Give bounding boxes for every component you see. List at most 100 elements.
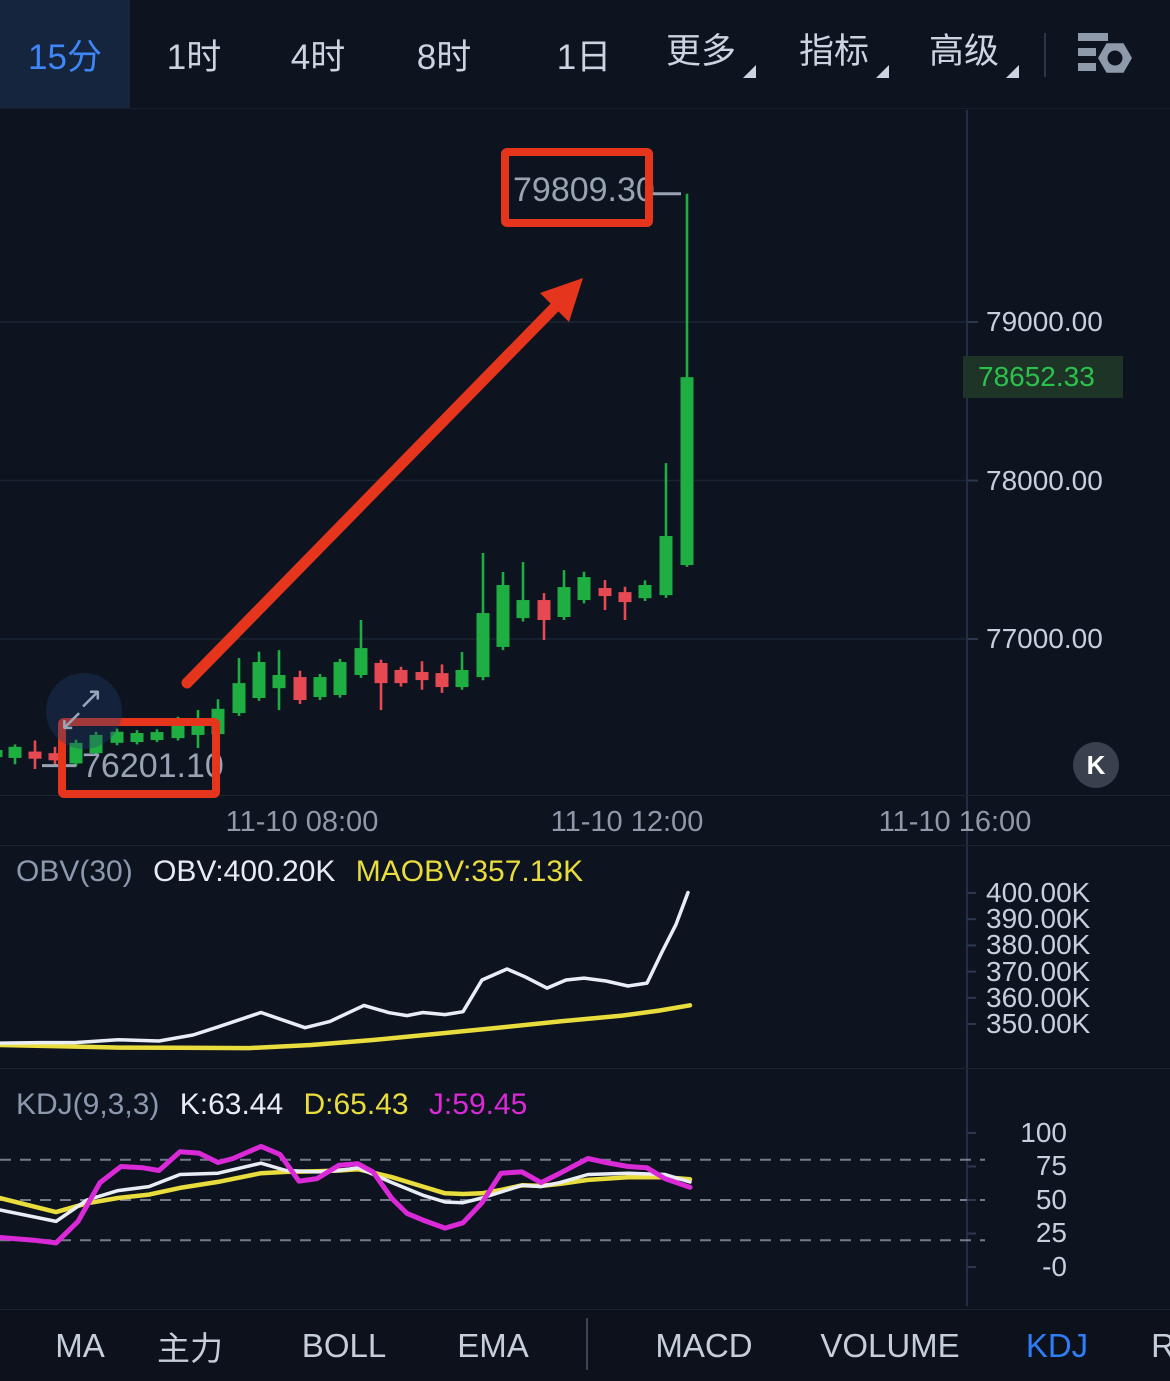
obv-axis-label: 380.00K <box>986 929 1091 960</box>
timeframe-label: 4时 <box>290 37 346 77</box>
candle-body <box>252 662 266 699</box>
indicators-menu[interactable]: 指标 <box>788 0 900 108</box>
price-axis-line <box>966 110 968 1306</box>
candle-body <box>333 662 347 695</box>
kdj-indicator-name: KDJ(9,3,3) <box>16 1088 160 1121</box>
tab-ma[interactable]: MA <box>55 1326 105 1364</box>
time-axis-label: 11-10 08:00 <box>225 806 379 838</box>
candle-body <box>48 753 62 761</box>
kdj-chart[interactable] <box>0 1070 1170 1309</box>
candle-body <box>293 677 307 701</box>
kdj-axis-label: 100 <box>1020 1117 1067 1148</box>
caret-down-icon <box>743 65 756 78</box>
candle-body <box>516 600 530 619</box>
arrow-down-left-icon: ↙ <box>59 704 85 737</box>
low-price-annotation-box <box>58 718 220 798</box>
candle-body <box>496 584 510 647</box>
annotation-arrow <box>181 299 563 689</box>
tab-rsi-partial[interactable]: R <box>1151 1326 1170 1364</box>
tab-main-force[interactable]: 主力 <box>157 1329 223 1367</box>
annotation-arrowhead <box>540 278 583 322</box>
kline-style-button[interactable]: K <box>1073 742 1119 788</box>
last-price-badge: 78652.33 <box>963 356 1123 398</box>
more-menu[interactable]: 更多 <box>655 0 767 108</box>
kdj-axis-label: -0 <box>1042 1251 1067 1282</box>
candle-body <box>69 742 83 764</box>
tab-volume[interactable]: VOLUME <box>820 1326 960 1364</box>
chart-settings-button[interactable] <box>1076 28 1134 83</box>
price-axis-label: 78000.00 <box>986 465 1103 496</box>
tab-boll[interactable]: BOLL <box>301 1326 387 1364</box>
price-axis-label: 77000.00 <box>986 623 1103 654</box>
candle-body <box>354 648 368 676</box>
timeframe-label: 1日 <box>556 37 612 77</box>
timeframe-tab-1h[interactable]: 1时 <box>155 0 233 108</box>
obv-axis-label: 390.00K <box>986 903 1091 934</box>
candle-body <box>680 377 694 566</box>
maobv-value: MAOBV:357.13K <box>355 855 584 888</box>
candle-body <box>272 675 286 689</box>
indicators-menu-label: 指标 <box>798 32 869 71</box>
divider <box>0 845 1170 846</box>
divider <box>0 795 1170 796</box>
candle-body <box>557 587 571 618</box>
obv-axis-label: 360.00K <box>986 982 1091 1013</box>
obv-axis-label: 370.00K <box>986 956 1091 987</box>
k-line <box>0 1161 692 1224</box>
candle-body <box>577 577 591 601</box>
toolbar-separator <box>1044 33 1046 77</box>
j-line <box>0 1143 693 1246</box>
candle-body <box>0 749 3 758</box>
kdj-axis-label: 50 <box>1035 1184 1067 1215</box>
kdj-d-value: D:65.43 <box>303 1088 409 1121</box>
tab-kdj[interactable]: KDJ <box>1025 1326 1089 1364</box>
kdj-j-value: J:59.45 <box>428 1088 528 1121</box>
kdj-header: KDJ(9,3,3) K:63.44 D:65.43 J:59.45 <box>16 1088 539 1122</box>
obv-indicator-name: OBV(30) <box>16 855 133 888</box>
last-price-value: 78652.33 <box>978 361 1095 392</box>
obv-line <box>0 890 690 1045</box>
maobv-line <box>0 1003 693 1051</box>
candle-body <box>435 673 449 688</box>
tabbar-separator <box>586 1318 588 1370</box>
list-gear-icon <box>1078 33 1132 73</box>
expand-chart-button[interactable]: ↗ ↙ <box>46 673 122 749</box>
candle-body <box>394 669 408 684</box>
candlestick-chart[interactable] <box>0 110 1170 795</box>
candle-body <box>150 732 164 741</box>
tab-ema[interactable]: EMA <box>457 1326 529 1364</box>
advanced-menu-label: 高级 <box>928 32 999 71</box>
candle-body <box>374 662 388 684</box>
obv-axis-label: 400.00K <box>986 877 1091 908</box>
tab-macd[interactable]: MACD <box>655 1326 753 1364</box>
obv-chart[interactable] <box>0 845 1170 1070</box>
candle-body <box>476 613 490 678</box>
time-axis-label: 11-10 12:00 <box>550 806 704 838</box>
advanced-menu[interactable]: 高级 <box>918 0 1030 108</box>
candle-body <box>638 584 652 599</box>
kdj-axis-label: 75 <box>1035 1150 1067 1181</box>
candle-body <box>313 677 327 698</box>
caret-down-icon <box>876 65 889 78</box>
caret-down-icon <box>1006 65 1019 78</box>
indicator-tabbar: MA 主力 BOLL EMA MACD VOLUME KDJ R <box>0 1309 1170 1381</box>
candle-body <box>415 672 429 681</box>
timeframe-tab-4h[interactable]: 4时 <box>279 0 357 108</box>
candle-body <box>89 734 103 754</box>
candle-body <box>191 725 205 735</box>
candle-body <box>618 592 632 603</box>
kdj-axis-label: 25 <box>1035 1217 1067 1248</box>
timeframe-tab-15min[interactable]: 15分 <box>0 0 130 108</box>
timeframe-label: 1时 <box>166 37 222 77</box>
timeframe-label: 15分 <box>28 37 102 77</box>
low-price-label: 76201.10 <box>82 747 224 785</box>
kdj-k-value: K:63.44 <box>179 1088 284 1121</box>
candle-body <box>8 746 22 758</box>
timeframe-tab-1d[interactable]: 1日 <box>545 0 623 108</box>
divider <box>0 1068 1170 1069</box>
candle-body <box>232 683 246 714</box>
timeframe-tab-8h[interactable]: 8时 <box>405 0 483 108</box>
obv-axis-label: 350.00K <box>986 1008 1091 1039</box>
high-price-annotation-box <box>501 148 653 227</box>
